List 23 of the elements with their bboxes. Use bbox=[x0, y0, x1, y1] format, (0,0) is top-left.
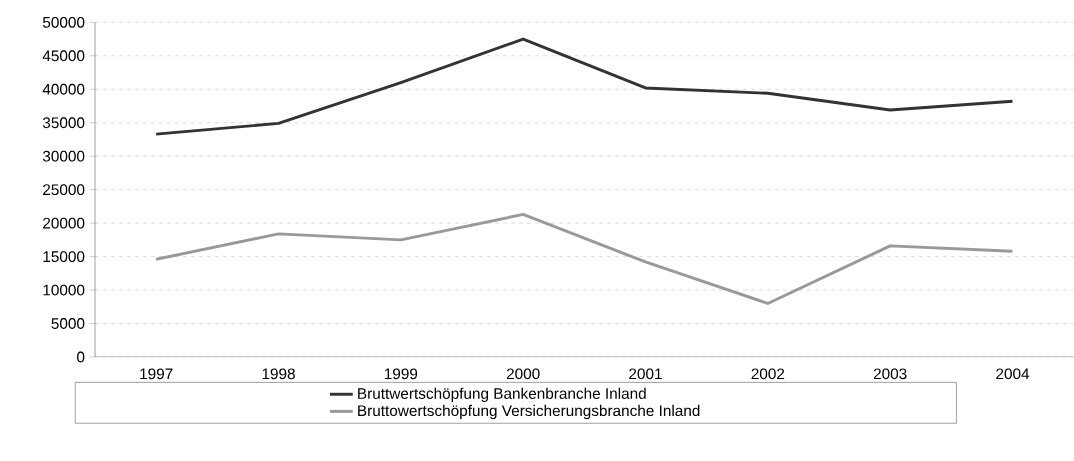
y-tick-label: 50000 bbox=[42, 16, 85, 28]
y-tick-label: 10000 bbox=[43, 284, 85, 296]
x-tick-label: 2001 bbox=[629, 368, 662, 380]
y-tick-label: 40000 bbox=[42, 83, 85, 95]
x-tick-label: 1999 bbox=[384, 368, 418, 380]
x-tick-label: 2004 bbox=[996, 368, 1030, 380]
x-tick-label: 2000 bbox=[506, 368, 540, 380]
y-tick-label: 30000 bbox=[42, 150, 85, 162]
y-tick-label: 35000 bbox=[42, 117, 85, 129]
y-tick-label: 5000 bbox=[51, 318, 85, 329]
y-tick-label: 0 bbox=[77, 351, 85, 363]
y-tick-label: 45000 bbox=[42, 50, 85, 62]
line-series bbox=[154, 212, 1014, 305]
x-tick-label: 2003 bbox=[873, 368, 907, 380]
x-tick-label: 1997 bbox=[140, 368, 173, 380]
legend-label: Bruttowertschöpfung Versicherungsbranche Inland bbox=[358, 404, 700, 420]
legend-label: Bruttwertschöpfung Bankenbranche Inland bbox=[358, 387, 646, 402]
x-tick-label: 2002 bbox=[751, 368, 785, 380]
line-series bbox=[154, 37, 1014, 136]
y-tick-label: 15000 bbox=[43, 251, 85, 263]
y-tick-label: 20000 bbox=[43, 217, 85, 229]
x-tick-label: 1998 bbox=[262, 368, 295, 380]
y-tick-label: 25000 bbox=[43, 184, 85, 196]
